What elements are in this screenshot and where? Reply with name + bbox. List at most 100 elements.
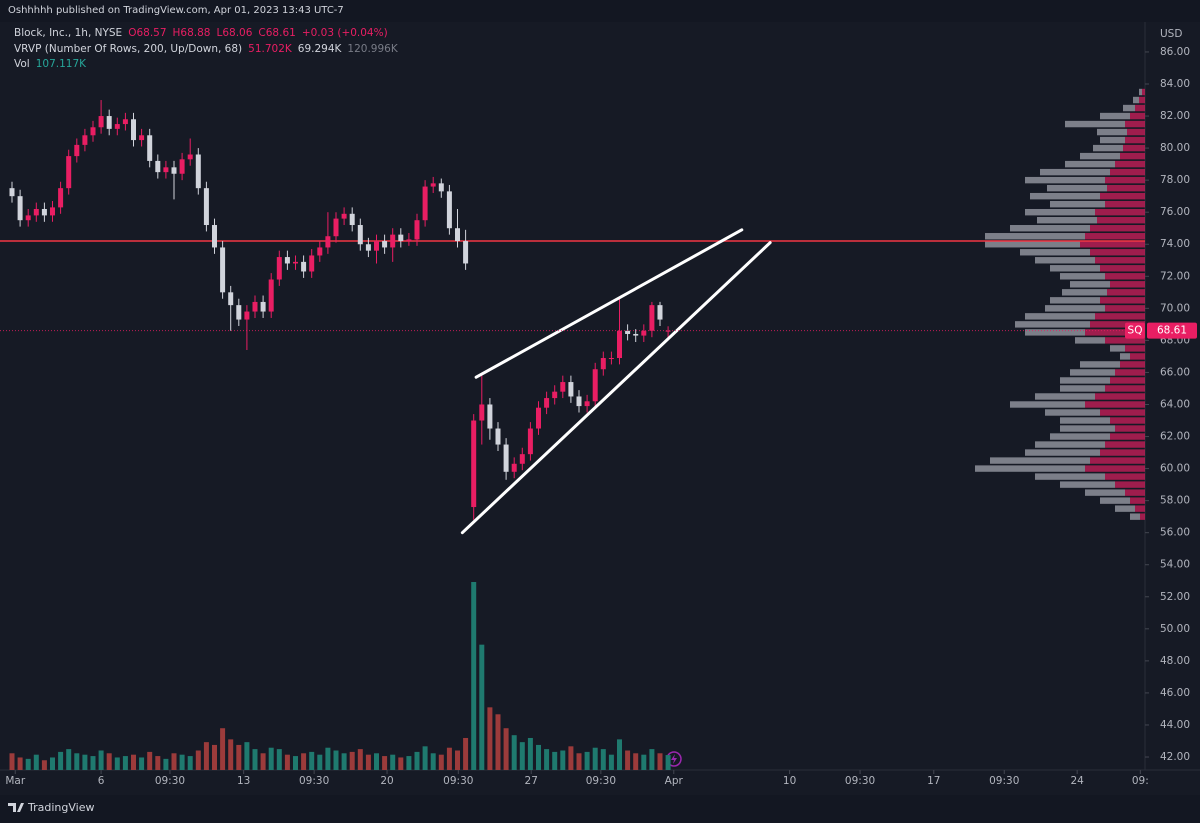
candle-body <box>536 407 541 429</box>
candle-body <box>139 135 145 141</box>
vrvp-up <box>1110 417 1145 424</box>
ohlc: C68.61 <box>258 27 296 39</box>
vrvp-up <box>1110 433 1145 440</box>
candle-body <box>276 257 282 280</box>
volume-bar <box>50 757 55 770</box>
volume-bar <box>649 749 655 770</box>
candle-body <box>268 279 274 312</box>
vrvp-up <box>1115 425 1145 432</box>
vrvp-up <box>1090 457 1145 464</box>
vrvp-up <box>1125 136 1145 144</box>
candle-body <box>398 234 404 242</box>
vrvp-down <box>1050 265 1100 272</box>
vrvp-down <box>1070 369 1115 376</box>
candle-body <box>576 396 582 407</box>
y-tick-label: 72.00 <box>1160 270 1190 282</box>
candle-body <box>422 186 428 221</box>
vrvp-up <box>1105 473 1145 480</box>
vrvp-down <box>1080 152 1120 160</box>
volume-bar <box>665 755 671 770</box>
vrvp-up <box>1100 449 1145 456</box>
volume-bar <box>268 747 274 770</box>
y-tick-label: 66.00 <box>1160 366 1190 378</box>
candle-body <box>212 225 217 248</box>
ohlc: O68.57 <box>128 27 167 39</box>
y-tick-label: 50.00 <box>1160 623 1190 635</box>
vrvp-up <box>1110 281 1145 288</box>
x-tick-label: 09: <box>1132 775 1149 787</box>
vrvp-up <box>1085 329 1145 336</box>
vrvp-up <box>1125 120 1145 128</box>
vrvp-down <box>1025 449 1100 456</box>
vrvp-up <box>1120 361 1145 368</box>
vrvp-down <box>1047 184 1107 192</box>
volume-bar <box>374 753 379 770</box>
volume-bar <box>349 751 355 770</box>
candle-body <box>552 391 558 399</box>
candle-body <box>317 247 323 256</box>
volume-bar <box>657 753 663 770</box>
vrvp-down <box>1025 313 1095 320</box>
candle-body <box>455 228 460 242</box>
vrvp-up <box>1105 176 1145 184</box>
y-tick-label: 58.00 <box>1160 495 1190 507</box>
volume-bar <box>536 744 541 770</box>
candle-body <box>584 401 590 407</box>
vrvp-up <box>1100 265 1145 272</box>
candle-body <box>333 218 339 237</box>
volume-bar <box>122 756 128 770</box>
x-tick-label: Mar <box>5 775 25 787</box>
volume-bar <box>511 735 517 770</box>
vrvp-down <box>1030 192 1100 200</box>
symbol-tag <box>1125 322 1145 339</box>
volume-bar <box>212 744 217 770</box>
volume-bar <box>284 754 290 770</box>
volume-bar <box>333 750 339 770</box>
vrvp-down <box>1060 417 1110 424</box>
vrvp-down <box>1080 361 1120 368</box>
vrvp-up <box>1110 377 1145 384</box>
y-tick-label: 80.00 <box>1160 142 1190 154</box>
volume-bar <box>236 744 242 770</box>
candle-body <box>163 167 169 173</box>
candle-body <box>195 154 201 189</box>
x-tick-label: 09:30 <box>155 775 185 787</box>
volume-bar <box>131 754 136 770</box>
vrvp-up <box>1125 489 1145 496</box>
vrvp-down <box>1139 88 1142 96</box>
vrvp-up <box>1110 168 1145 176</box>
trendline <box>460 241 772 535</box>
vrvp-up <box>1127 128 1145 136</box>
vrvp-up <box>1130 497 1145 504</box>
volume-bar <box>365 754 371 770</box>
candle-body <box>66 156 72 189</box>
vrvp-down <box>1060 385 1105 392</box>
vrvp-up <box>1142 88 1145 96</box>
volume-bar <box>139 757 145 770</box>
candle-body <box>171 167 177 174</box>
currency: USD <box>1160 28 1182 40</box>
vrvp-down <box>1010 225 1090 232</box>
y-tick-label: 82.00 <box>1160 110 1190 122</box>
volume-bar <box>9 753 15 770</box>
candle-body <box>414 220 420 240</box>
candle-body <box>544 398 550 408</box>
candle-body <box>633 333 639 336</box>
vrvp-up <box>1100 297 1145 304</box>
volume-bar <box>390 754 396 770</box>
candle-body <box>98 116 104 128</box>
volume-bar <box>317 754 323 770</box>
volume-bar <box>600 749 606 770</box>
vrvp-down <box>1045 409 1100 416</box>
vrvp-up <box>1140 513 1145 520</box>
candle-body <box>438 183 444 192</box>
candle-body <box>17 196 23 221</box>
vrvp-down <box>1062 289 1107 296</box>
volume-bar <box>552 751 558 770</box>
volume-bar <box>503 728 509 770</box>
y-tick-label: 70.00 <box>1160 302 1190 314</box>
candle-body <box>382 241 388 248</box>
volume-bar <box>446 747 452 770</box>
volume-bar <box>576 753 582 770</box>
